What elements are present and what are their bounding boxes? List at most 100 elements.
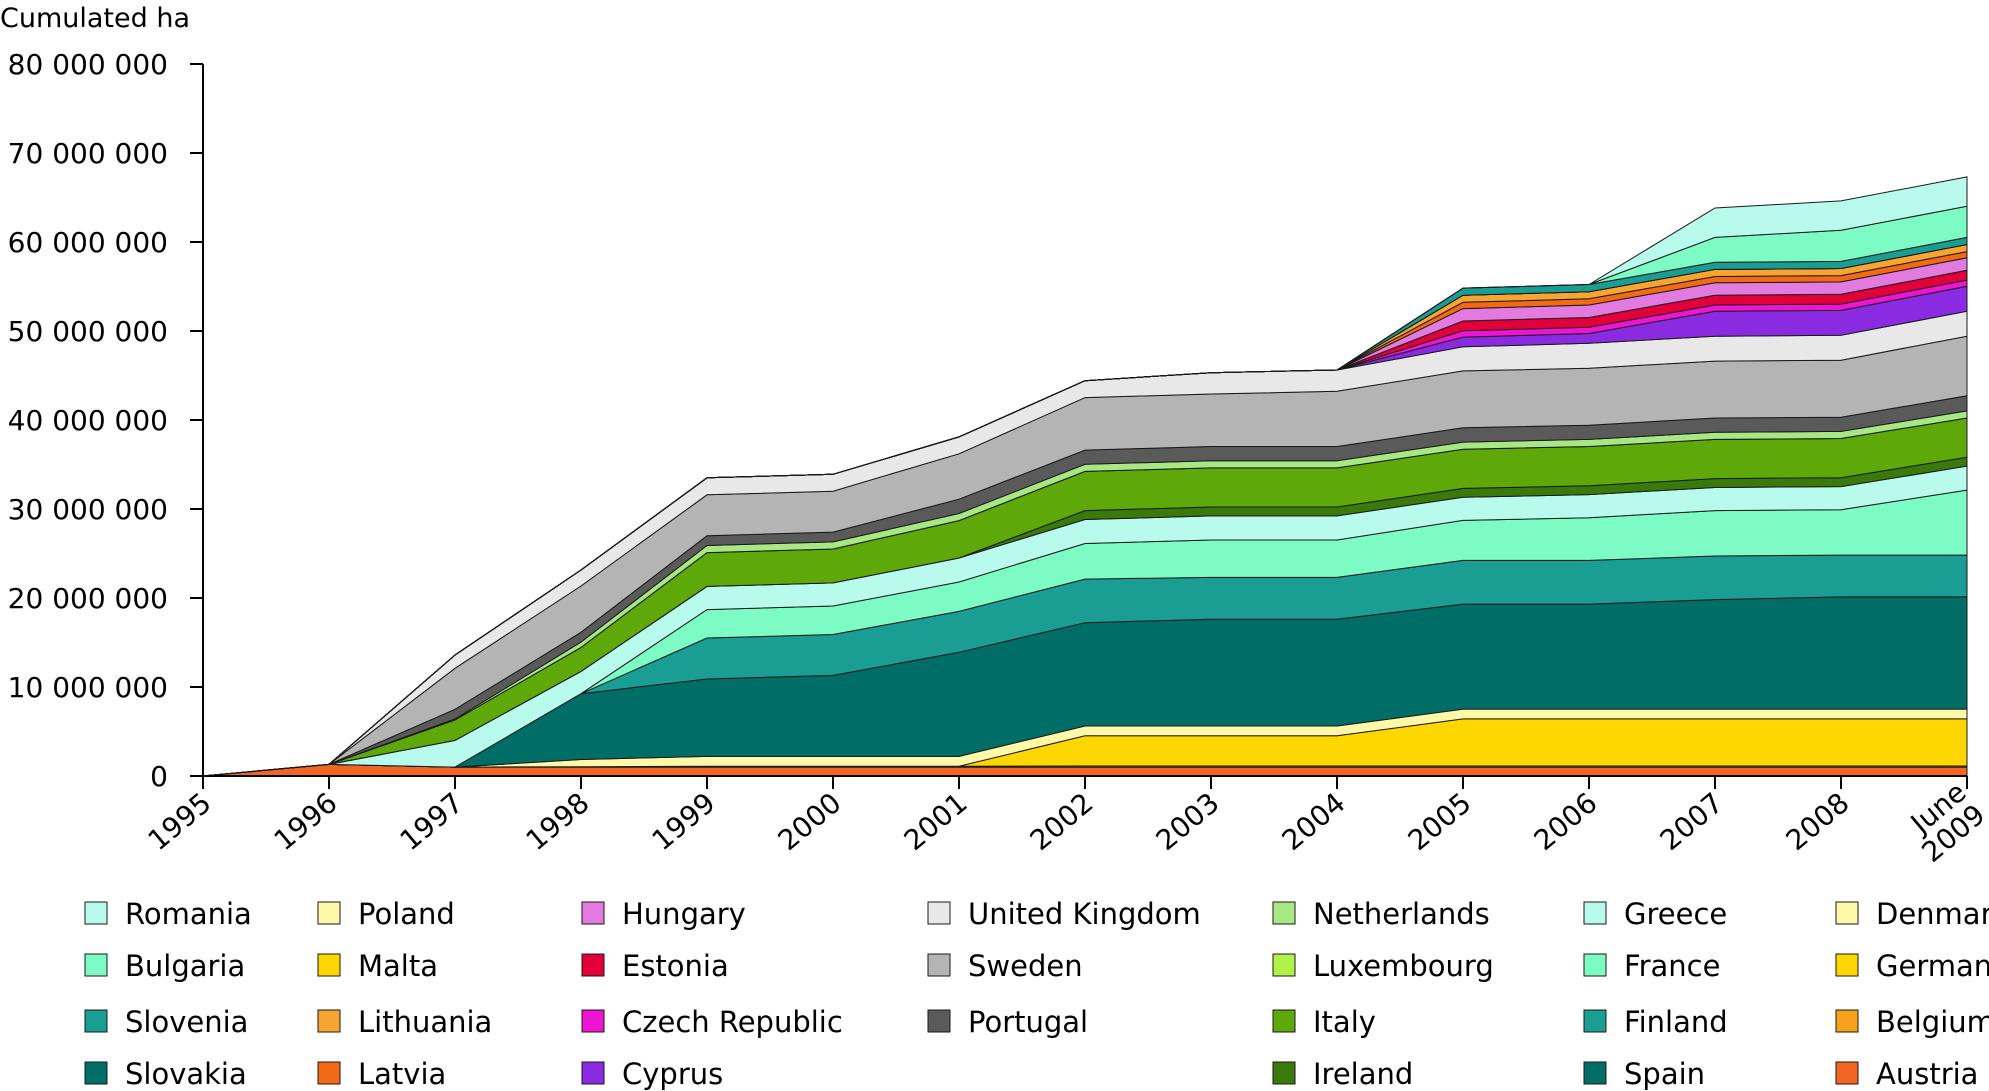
- y-tick-label: 10 000 000: [8, 671, 168, 704]
- y-tick-label: 60 000 000: [8, 226, 168, 259]
- x-tick-label: 2007: [1654, 786, 1730, 857]
- legend-item-finland: Finland: [1583, 1005, 1728, 1039]
- y-tick-label: 40 000 000: [8, 404, 168, 437]
- legend-swatch: [317, 953, 341, 977]
- legend-item-netherlands: Netherlands: [1272, 897, 1490, 931]
- legend-item-luxembourg: Luxembourg: [1272, 949, 1494, 983]
- x-tick-label: 2001: [898, 786, 974, 857]
- legend-swatch: [1835, 901, 1859, 925]
- legend-swatch: [1272, 1061, 1296, 1085]
- legend-item-malta: Malta: [317, 949, 438, 983]
- legend-swatch: [84, 953, 108, 977]
- x-tick-label: 2003: [1150, 786, 1226, 857]
- legend-swatch: [1583, 1061, 1607, 1085]
- legend-item-france: France: [1583, 949, 1720, 983]
- legend-item-latvia: Latvia: [317, 1057, 446, 1091]
- legend-label: Slovenia: [125, 1005, 248, 1039]
- legend-label: Ireland: [1313, 1057, 1413, 1091]
- legend-item-czech-republic: Czech Republic: [581, 1005, 843, 1039]
- legend-item-portugal: Portugal: [927, 1005, 1088, 1039]
- legend-label: Romania: [125, 897, 252, 931]
- legend-item-greece: Greece: [1583, 897, 1727, 931]
- legend-label: Latvia: [358, 1057, 446, 1091]
- legend-label: Austria: [1876, 1057, 1978, 1091]
- x-tick-label: 2004: [1276, 786, 1352, 857]
- legend-item-estonia: Estonia: [581, 949, 729, 983]
- legend-item-poland: Poland: [317, 897, 455, 931]
- x-tick-label: 2005: [1402, 786, 1478, 857]
- legend-swatch: [581, 953, 605, 977]
- legend-swatch: [1272, 901, 1296, 925]
- legend-swatch: [581, 1061, 605, 1085]
- y-axis-title: Cumulated ha: [0, 3, 190, 34]
- legend-item-sweden: Sweden: [927, 949, 1083, 983]
- x-tick-label: 1996: [268, 786, 344, 857]
- legend-label: Portugal: [968, 1005, 1088, 1039]
- x-tick-label: 1999: [646, 786, 722, 857]
- legend-label: Luxembourg: [1313, 949, 1494, 983]
- legend-label: Sweden: [968, 949, 1083, 983]
- legend-item-germany: Germany: [1835, 949, 1989, 983]
- y-tick-label: 80 000 000: [8, 48, 168, 81]
- x-tick-label: 1997: [394, 786, 470, 857]
- legend-swatch: [927, 953, 951, 977]
- legend-label: Estonia: [622, 949, 729, 983]
- y-tick-label: 30 000 000: [8, 493, 168, 526]
- area-romania: [202, 176, 1968, 777]
- x-tick-label: 2006: [1528, 786, 1604, 857]
- legend-swatch: [1272, 953, 1296, 977]
- x-tick-label: 2002: [1024, 786, 1100, 857]
- legend-swatch: [581, 901, 605, 925]
- y-tick-label: 70 000 000: [8, 137, 168, 170]
- legend-swatch: [84, 901, 108, 925]
- areas: [202, 176, 1968, 777]
- y-tick-label: 20 000 000: [8, 582, 168, 615]
- x-tick-label: 1998: [520, 786, 596, 857]
- legend-swatch: [317, 1009, 341, 1033]
- legend-item-slovakia: Slovakia: [84, 1057, 247, 1091]
- legend-label: Cyprus: [622, 1057, 723, 1091]
- legend-item-hungary: Hungary: [581, 897, 746, 931]
- legend: Romania Bulgaria Slovenia Slovakia Poland Mal…: [84, 897, 1989, 1091]
- legend-swatch: [581, 1009, 605, 1033]
- legend-label: Germany: [1876, 949, 1989, 983]
- legend-label: Czech Republic: [622, 1005, 843, 1039]
- legend-label: Netherlands: [1313, 897, 1490, 931]
- legend-swatch: [1835, 1061, 1859, 1085]
- legend-label: Slovakia: [125, 1057, 247, 1091]
- x-tick-label: 1995: [142, 786, 218, 857]
- legend-swatch: [927, 1009, 951, 1033]
- legend-item-denmark: Denmark: [1835, 897, 1989, 931]
- y-tick-label: 50 000 000: [8, 315, 168, 348]
- legend-label: Bulgaria: [125, 949, 245, 983]
- legend-label: Denmark: [1876, 897, 1989, 931]
- legend-item-italy: Italy: [1272, 1005, 1376, 1039]
- legend-label: Hungary: [622, 897, 746, 931]
- legend-item-romania: Romania: [84, 897, 252, 931]
- legend-swatch: [1583, 953, 1607, 977]
- legend-swatch: [927, 901, 951, 925]
- legend-label: Spain: [1624, 1057, 1705, 1091]
- legend-item-belgium: Belgium: [1835, 1005, 1989, 1039]
- legend-label: Lithuania: [358, 1005, 492, 1039]
- legend-label: Finland: [1624, 1005, 1728, 1039]
- legend-item-bulgaria: Bulgaria: [84, 949, 245, 983]
- legend-item-slovenia: Slovenia: [84, 1005, 248, 1039]
- legend-swatch: [317, 1061, 341, 1085]
- legend-swatch: [84, 1009, 108, 1033]
- legend-swatch: [1835, 1009, 1859, 1033]
- legend-label: Greece: [1624, 897, 1727, 931]
- legend-swatch: [1272, 1009, 1296, 1033]
- legend-label: Italy: [1313, 1005, 1376, 1039]
- legend-label: Poland: [358, 897, 455, 931]
- legend-item-ireland: Ireland: [1272, 1057, 1413, 1091]
- legend-item-spain: Spain: [1583, 1057, 1705, 1091]
- legend-swatch: [1583, 901, 1607, 925]
- legend-item-cyprus: Cyprus: [581, 1057, 723, 1091]
- x-tick-label: 2000: [772, 786, 848, 857]
- legend-label: Belgium: [1876, 1005, 1989, 1039]
- legend-label: France: [1624, 949, 1720, 983]
- legend-swatch: [317, 901, 341, 925]
- x-tick-label: June2009: [1897, 775, 1989, 869]
